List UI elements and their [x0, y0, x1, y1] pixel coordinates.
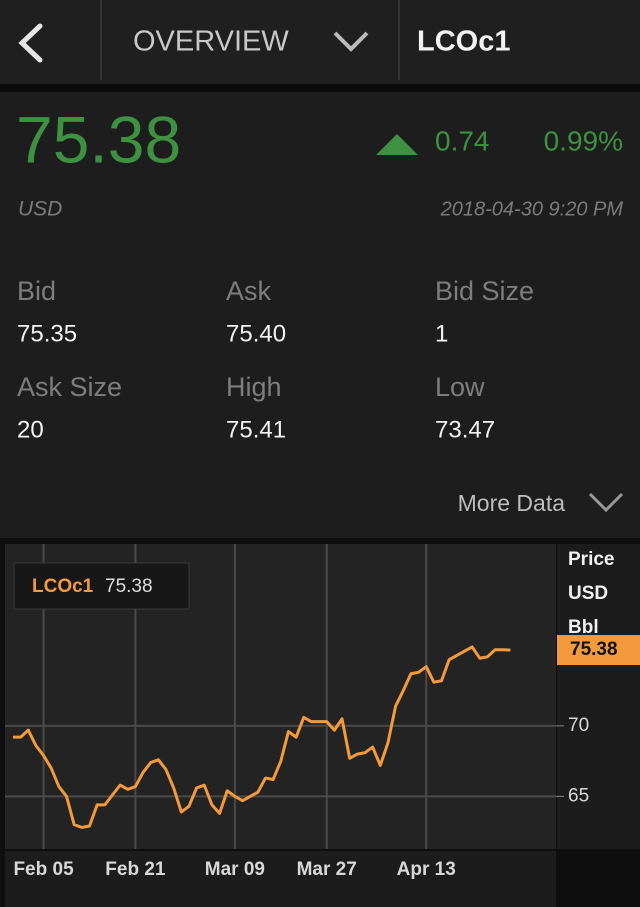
stat-label: Bid	[17, 276, 56, 306]
nav-bar	[0, 0, 640, 84]
stat-value: 20	[17, 416, 44, 443]
stat-label: Ask	[226, 276, 272, 306]
back-button[interactable]	[18, 23, 43, 63]
change: 0.74	[435, 125, 490, 156]
legend-value: 75.38	[105, 576, 153, 597]
legend-box	[13, 562, 190, 610]
y-axis-label: Price	[568, 549, 614, 570]
x-axis-panel	[5, 851, 556, 907]
x-tick-label: Feb 21	[105, 859, 166, 880]
stat-value: 73.47	[435, 416, 495, 443]
stat-label: Ask Size	[17, 372, 122, 402]
x-tick-label: Mar 09	[205, 859, 265, 880]
section-selector[interactable]: OVERVIEW	[133, 26, 289, 58]
change-pct: 0.99%	[544, 125, 623, 156]
y-axis-label: USD	[568, 583, 608, 604]
y-tick-label: 70	[568, 715, 589, 736]
dropdown-chevron[interactable]	[333, 31, 369, 52]
y-axis-panel	[557, 544, 640, 849]
more-chevron[interactable]	[588, 492, 624, 513]
stat-label: High	[226, 372, 282, 402]
x-tick-label: Feb 05	[13, 859, 74, 880]
price-tag	[557, 635, 640, 666]
nav-border	[0, 84, 640, 92]
last-price: 75.38	[16, 102, 181, 176]
stat-value: 75.40	[226, 320, 286, 347]
x-tick-label: Apr 13	[397, 859, 456, 880]
legend-name: LCOc1	[32, 576, 94, 597]
price-tag-label: 75.38	[570, 639, 618, 660]
chart: 65 70 Feb 05 Feb 21 Mar 09 Mar 27 Apr 13 LCOc1 7…	[5, 544, 640, 880]
stat-value: 75.35	[17, 320, 77, 347]
stat-value: 75.41	[226, 416, 286, 443]
stat-label: Bid Size	[435, 276, 534, 306]
currency: USD	[18, 198, 62, 221]
price-line	[12, 645, 511, 829]
y-axis-label: Bbl	[568, 617, 599, 638]
stats-grid: Bid 75.35 Ask 75.40 Bid Size 1 Ask Size 20 High 7…	[17, 276, 534, 443]
stat-value: 1	[435, 320, 448, 347]
more-data[interactable]: More Data	[458, 490, 566, 516]
y-tick-label: 65	[568, 785, 589, 806]
x-tick-label: Mar 27	[297, 859, 357, 880]
stat-label: Low	[435, 372, 485, 402]
timestamp: 2018-04-30 9:20 PM	[440, 198, 624, 220]
symbol: LCOc1	[417, 26, 510, 58]
up-arrow	[376, 134, 418, 155]
